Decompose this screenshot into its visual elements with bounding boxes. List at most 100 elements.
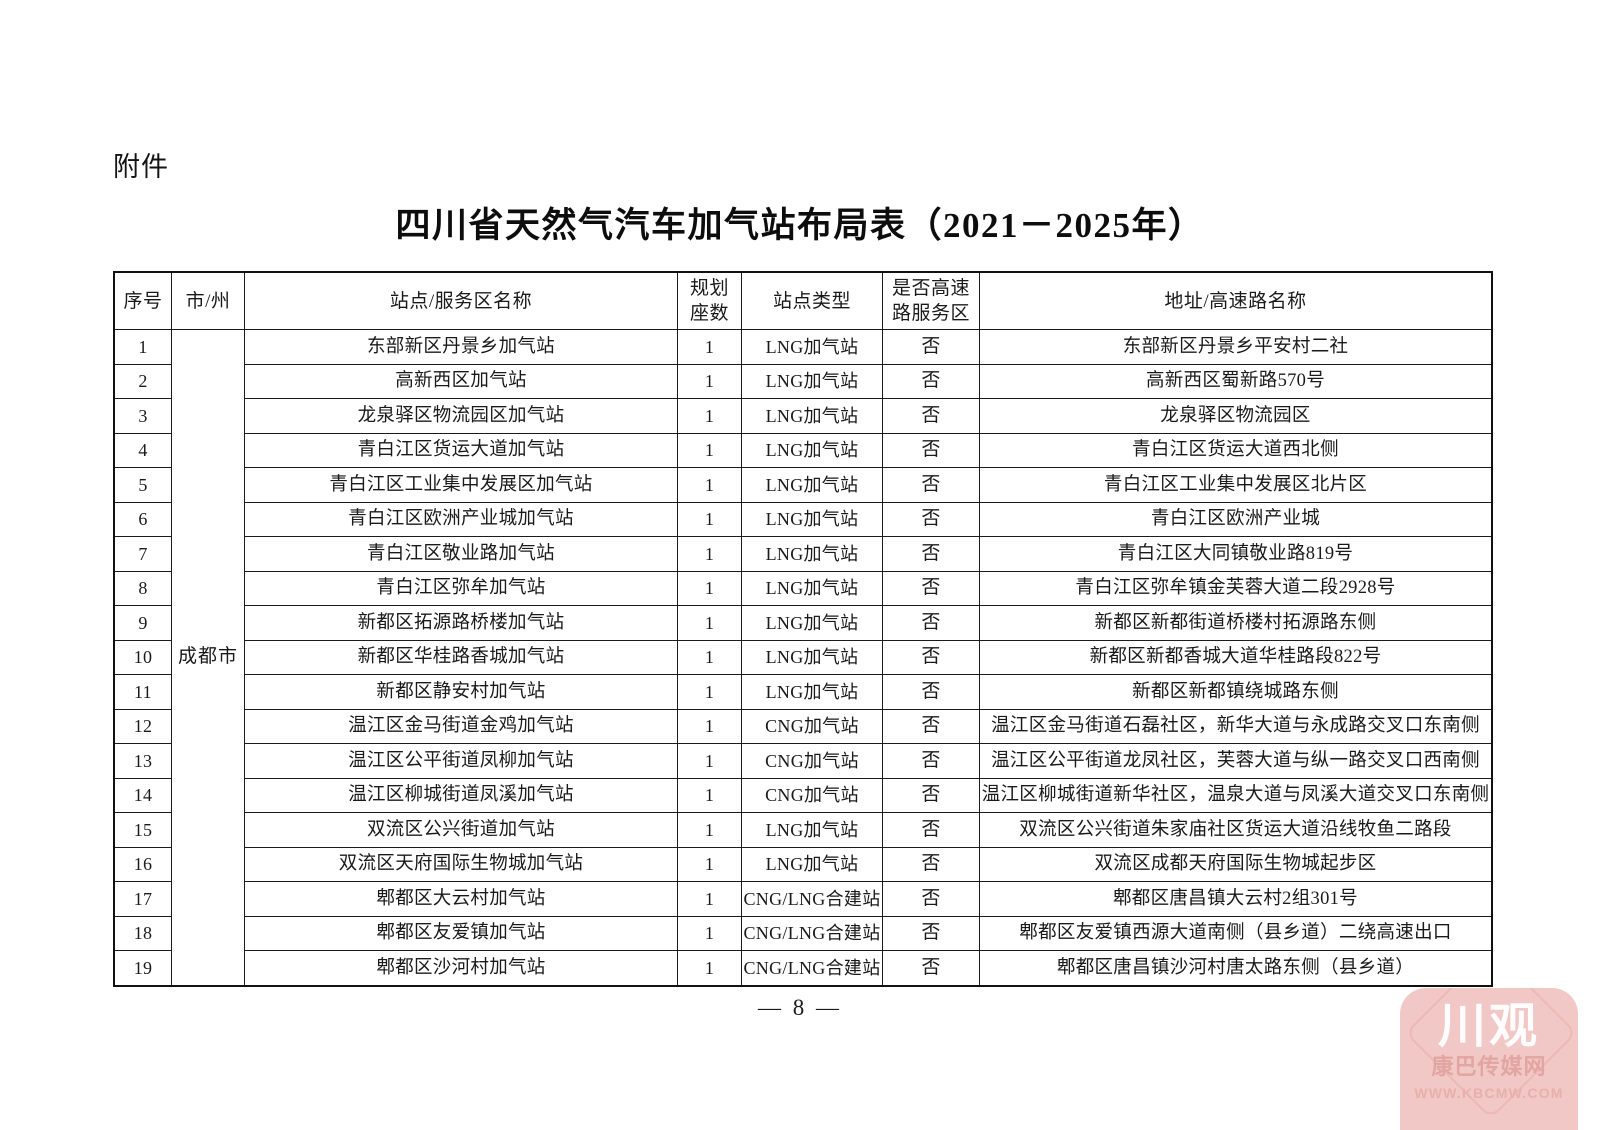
table-row: 17 郫都区大云村加气站 1 CNG/LNG合建站否郫都区唐昌镇大云村2组301号 xyxy=(113,881,1493,917)
cell-seq: 9 xyxy=(113,605,172,641)
cell-station-type: CNG/LNG合建站 xyxy=(741,950,883,986)
header-seq: 序号 xyxy=(113,271,172,330)
cell-station-name: 高新西区加气站 xyxy=(244,363,678,399)
cell-address: 青白江区大同镇敬业路819号 xyxy=(979,536,1493,572)
cell-address: 温江区公平街道龙凤社区，芙蓉大道与纵一路交叉口西南侧 xyxy=(979,743,1493,779)
cell-station-type: CNG/LNG合建站 xyxy=(741,881,883,917)
cell-seq: 14 xyxy=(113,777,172,813)
table-row: 3 龙泉驿区物流园区加气站 1 LNG加气站否龙泉驿区物流园区 xyxy=(113,398,1493,434)
cell-seq: 5 xyxy=(113,467,172,503)
cell-station-type: LNG加气站 xyxy=(741,501,883,537)
table-row: 16 双流区天府国际生物城加气站 1 LNG加气站否双流区成都天府国际生物城起步区 xyxy=(113,846,1493,882)
cell-planned-count: 1 xyxy=(677,674,742,710)
cell-planned-count: 1 xyxy=(677,708,742,744)
header-highway-line2: 路服务区 xyxy=(891,303,970,324)
cell-address: 双流区公兴街道朱家庙社区货运大道沿线牧鱼二路段 xyxy=(979,812,1493,848)
cell-address: 温江区柳城街道新华社区，温泉大道与凤溪大道交叉口东南侧 xyxy=(979,777,1493,813)
cell-address: 青白江区工业集中发展区北片区 xyxy=(979,467,1493,503)
table-row: 2 高新西区加气站 1 LNG加气站否高新西区蜀新路570号 xyxy=(113,363,1493,399)
cell-planned-count: 1 xyxy=(677,432,742,468)
cell-planned-count: 1 xyxy=(677,605,742,641)
cell-highway-flag: 否 xyxy=(882,950,980,986)
table-row: 18 郫都区友爱镇加气站 1 CNG/LNG合建站否郫都区友爱镇西源大道南侧（县乡道）… xyxy=(113,915,1493,951)
cell-address: 新都区新都街道桥楼村拓源路东侧 xyxy=(979,605,1493,641)
header-station-name: 站点/服务区名称 xyxy=(244,271,678,330)
cell-highway-flag: 否 xyxy=(882,536,980,572)
header-planned-count: 规划 座数 xyxy=(677,271,742,330)
cell-address: 高新西区蜀新路570号 xyxy=(979,363,1493,399)
cell-station-type: LNG加气站 xyxy=(741,674,883,710)
cell-address: 温江区金马街道石磊社区，新华大道与永成路交叉口东南侧 xyxy=(979,708,1493,744)
cell-station-name: 双流区天府国际生物城加气站 xyxy=(244,846,678,882)
cell-station-type: LNG加气站 xyxy=(741,536,883,572)
cell-station-name: 郫都区大云村加气站 xyxy=(244,881,678,917)
table-row: 9 新都区拓源路桥楼加气站 1 LNG加气站否新都区新都街道桥楼村拓源路东侧 xyxy=(113,605,1493,641)
cell-station-name: 青白江区欧洲产业城加气站 xyxy=(244,501,678,537)
cell-city-merged: 成都市 xyxy=(171,329,245,986)
cell-seq: 13 xyxy=(113,743,172,779)
cell-address: 郫都区唐昌镇沙河村唐太路东侧（县乡道） xyxy=(979,950,1493,986)
header-city: 市/州 xyxy=(171,271,245,330)
cell-seq: 19 xyxy=(113,950,172,986)
cell-station-type: CNG加气站 xyxy=(741,743,883,779)
header-address: 地址/高速路名称 xyxy=(979,271,1493,330)
cell-station-name: 龙泉驿区物流园区加气站 xyxy=(244,398,678,434)
cell-planned-count: 1 xyxy=(677,881,742,917)
cell-station-name: 温江区金马街道金鸡加气站 xyxy=(244,708,678,744)
cell-highway-flag: 否 xyxy=(882,881,980,917)
cell-station-name: 青白江区敬业路加气站 xyxy=(244,536,678,572)
table-row: 6 青白江区欧洲产业城加气站 1 LNG加气站否青白江区欧洲产业城 xyxy=(113,501,1493,537)
cell-station-type: LNG加气站 xyxy=(741,467,883,503)
cell-planned-count: 1 xyxy=(677,812,742,848)
table-row: 5 青白江区工业集中发展区加气站 1 LNG加气站否青白江区工业集中发展区北片区 xyxy=(113,467,1493,503)
cell-seq: 12 xyxy=(113,708,172,744)
cell-planned-count: 1 xyxy=(677,570,742,606)
watermark-sub-text: 康巴传媒网 xyxy=(1431,1054,1547,1079)
header-planned-count-line1: 规划 xyxy=(689,278,729,299)
table-row: 4 青白江区货运大道加气站 1 LNG加气站否青白江区货运大道西北侧 xyxy=(113,432,1493,468)
table-row: 15 双流区公兴街道加气站 1 LNG加气站否双流区公兴街道朱家庙社区货运大道沿线牧鱼… xyxy=(113,812,1493,848)
cell-station-name: 青白江区弥牟加气站 xyxy=(244,570,678,606)
cell-planned-count: 1 xyxy=(677,915,742,951)
cell-highway-flag: 否 xyxy=(882,812,980,848)
page-title: 四川省天然气汽车加气站布局表（2021－2025年） xyxy=(395,206,1205,245)
cell-seq: 10 xyxy=(113,639,172,675)
station-table-container: 序号 市/州 站点/服务区名称 规划 座数 站点类型 是否高速 路服务区 地址/… xyxy=(113,271,1493,987)
cell-station-type: LNG加气站 xyxy=(741,398,883,434)
cell-planned-count: 1 xyxy=(677,777,742,813)
cell-address: 双流区成都天府国际生物城起步区 xyxy=(979,846,1493,882)
cell-station-name: 郫都区沙河村加气站 xyxy=(244,950,678,986)
table-row: 1 成都市 东部新区丹景乡加气站 1 LNG加气站否东部新区丹景乡平安村二社 xyxy=(113,329,1493,986)
table-row: 14 温江区柳城街道凤溪加气站 1 CNG加气站否温江区柳城街道新华社区，温泉大道与凤… xyxy=(113,777,1493,813)
cell-station-name: 温江区柳城街道凤溪加气站 xyxy=(244,777,678,813)
cell-planned-count: 1 xyxy=(677,363,742,399)
cell-address: 东部新区丹景乡平安村二社 xyxy=(979,329,1493,365)
cell-station-name: 新都区拓源路桥楼加气站 xyxy=(244,605,678,641)
station-layout-table: 序号 市/州 站点/服务区名称 规划 座数 站点类型 是否高速 路服务区 地址/… xyxy=(113,271,1493,987)
cell-address: 新都区新都镇绕城路东侧 xyxy=(979,674,1493,710)
cell-highway-flag: 否 xyxy=(882,432,980,468)
cell-seq: 2 xyxy=(113,363,172,399)
cell-station-type: LNG加气站 xyxy=(741,329,883,365)
table-header-row: 序号 市/州 站点/服务区名称 规划 座数 站点类型 是否高速 路服务区 地址/… xyxy=(113,271,1493,330)
cell-highway-flag: 否 xyxy=(882,846,980,882)
cell-station-type: CNG/LNG合建站 xyxy=(741,915,883,951)
watermark-url-text: WWW.KBCMW.COM xyxy=(1414,1085,1564,1101)
cell-highway-flag: 否 xyxy=(882,501,980,537)
cell-station-type: CNG加气站 xyxy=(741,777,883,813)
cell-highway-flag: 否 xyxy=(882,915,980,951)
cell-seq: 6 xyxy=(113,501,172,537)
cell-planned-count: 1 xyxy=(677,639,742,675)
cell-station-type: LNG加气站 xyxy=(741,605,883,641)
cell-planned-count: 1 xyxy=(677,846,742,882)
cell-planned-count: 1 xyxy=(677,398,742,434)
table-row: 11 新都区静安村加气站 1 LNG加气站否新都区新都镇绕城路东侧 xyxy=(113,674,1493,710)
attachment-label: 附件 xyxy=(113,152,169,182)
cell-station-type: LNG加气站 xyxy=(741,639,883,675)
cell-station-type: LNG加气站 xyxy=(741,570,883,606)
cell-planned-count: 1 xyxy=(677,501,742,537)
cell-address: 郫都区唐昌镇大云村2组301号 xyxy=(979,881,1493,917)
cell-planned-count: 1 xyxy=(677,950,742,986)
cell-seq: 17 xyxy=(113,881,172,917)
